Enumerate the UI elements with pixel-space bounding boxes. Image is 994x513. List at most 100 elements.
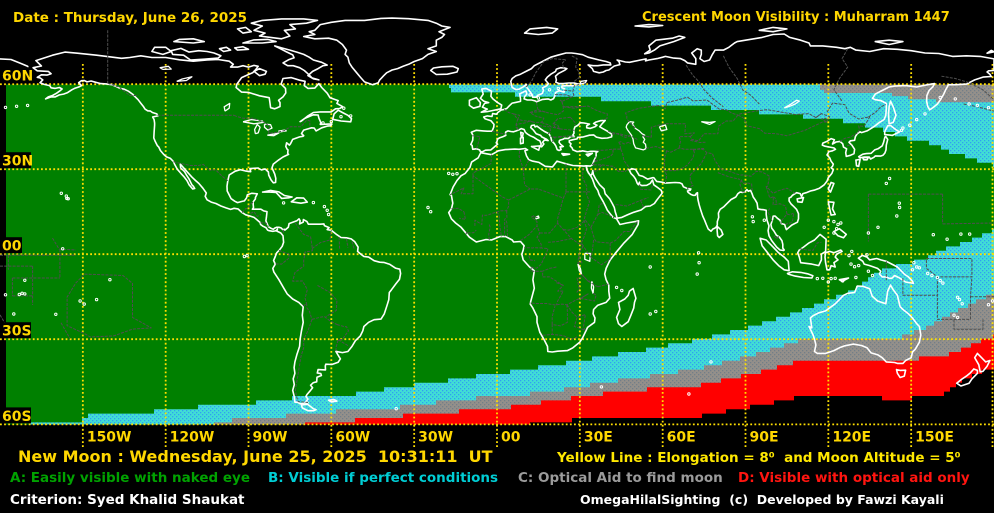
country-border — [338, 237, 341, 249]
coastline — [716, 225, 724, 239]
coastline — [643, 35, 686, 55]
small-island — [986, 303, 991, 307]
lake-outline — [535, 215, 540, 220]
country-border — [942, 222, 994, 225]
country-border — [241, 201, 254, 213]
coastline — [895, 368, 907, 379]
country-border — [846, 144, 852, 147]
small-island — [321, 121, 325, 125]
small-island — [938, 278, 942, 283]
coastline — [973, 352, 991, 373]
small-island — [325, 208, 329, 213]
small-island — [955, 295, 960, 299]
country-border — [488, 223, 491, 240]
lat-label-60N: 60N — [2, 69, 33, 85]
coastline — [808, 284, 922, 365]
small-island — [447, 171, 451, 176]
country-border — [569, 135, 575, 138]
coastline — [857, 135, 889, 160]
small-island — [697, 261, 701, 265]
new-moon-label: New Moon : Wednesday, June 25, 2025 10:3… — [18, 447, 493, 466]
coastline — [986, 49, 994, 54]
country-border — [601, 164, 628, 172]
coastline — [236, 26, 253, 34]
small-island — [849, 262, 853, 266]
small-island — [930, 273, 934, 278]
lake-outline — [253, 123, 261, 135]
country-border — [615, 197, 649, 207]
lat-label-box — [0, 322, 31, 339]
country-border — [609, 220, 639, 244]
country-border — [815, 113, 822, 119]
small-island — [931, 233, 935, 237]
country-border — [618, 141, 631, 145]
country-border — [645, 146, 693, 153]
coastline — [300, 403, 317, 412]
small-island — [866, 269, 871, 273]
small-island — [826, 218, 830, 222]
coastline — [530, 145, 541, 151]
small-island — [82, 302, 86, 306]
country-border — [542, 266, 557, 272]
country-border — [60, 322, 71, 339]
small-island — [23, 278, 27, 282]
country-border — [260, 222, 269, 227]
lat-label-box — [0, 237, 22, 254]
small-island — [953, 97, 957, 101]
small-island — [967, 102, 971, 106]
small-island — [887, 176, 892, 181]
country-border — [337, 339, 350, 347]
country-border — [566, 304, 578, 318]
coastline — [470, 33, 994, 252]
legend-item-D: D: Visible with optical aid only — [738, 470, 970, 486]
country-border — [594, 149, 614, 162]
country-border — [551, 305, 556, 325]
small-island — [65, 196, 69, 201]
legend-item-C: C: Optical Aid to find moon — [518, 470, 723, 486]
small-island — [61, 247, 65, 251]
country-border — [503, 108, 519, 131]
coastline — [833, 227, 848, 239]
lon-label-30W: 30W — [418, 430, 453, 446]
country-border — [233, 114, 311, 134]
small-island — [556, 86, 560, 91]
lat-label-box — [0, 407, 31, 424]
country-border — [765, 186, 788, 224]
coastline — [170, 47, 222, 61]
small-island — [455, 172, 459, 176]
lat-label-box — [0, 152, 31, 169]
country-border — [551, 304, 568, 335]
country-border — [826, 102, 871, 134]
country-border — [561, 101, 608, 121]
country-border — [941, 75, 994, 101]
lake-outline — [159, 65, 172, 71]
country-border — [351, 241, 355, 249]
small-island — [822, 225, 826, 230]
small-island — [876, 225, 880, 230]
lake-outline — [223, 102, 231, 112]
small-island — [3, 293, 8, 297]
coastline — [796, 233, 827, 267]
small-island — [648, 312, 652, 316]
small-island — [915, 117, 919, 122]
zone-perfect-conditions-north — [447, 83, 994, 168]
country-border — [839, 132, 858, 142]
small-island — [955, 315, 960, 320]
country-border — [592, 164, 603, 172]
coastline — [857, 254, 915, 285]
small-island — [975, 103, 980, 108]
country-border — [317, 284, 338, 318]
river — [722, 55, 760, 105]
country-border — [686, 174, 694, 189]
lake-outline — [783, 99, 800, 109]
country-border — [294, 319, 313, 403]
country-border — [799, 241, 822, 251]
country-border — [557, 197, 564, 224]
lake-outline — [579, 79, 588, 85]
small-island — [854, 275, 858, 280]
lon-label-60E: 60E — [667, 430, 696, 446]
coastline — [827, 181, 835, 193]
country-border — [282, 229, 285, 233]
small-island — [910, 268, 915, 272]
country-border — [590, 256, 611, 266]
